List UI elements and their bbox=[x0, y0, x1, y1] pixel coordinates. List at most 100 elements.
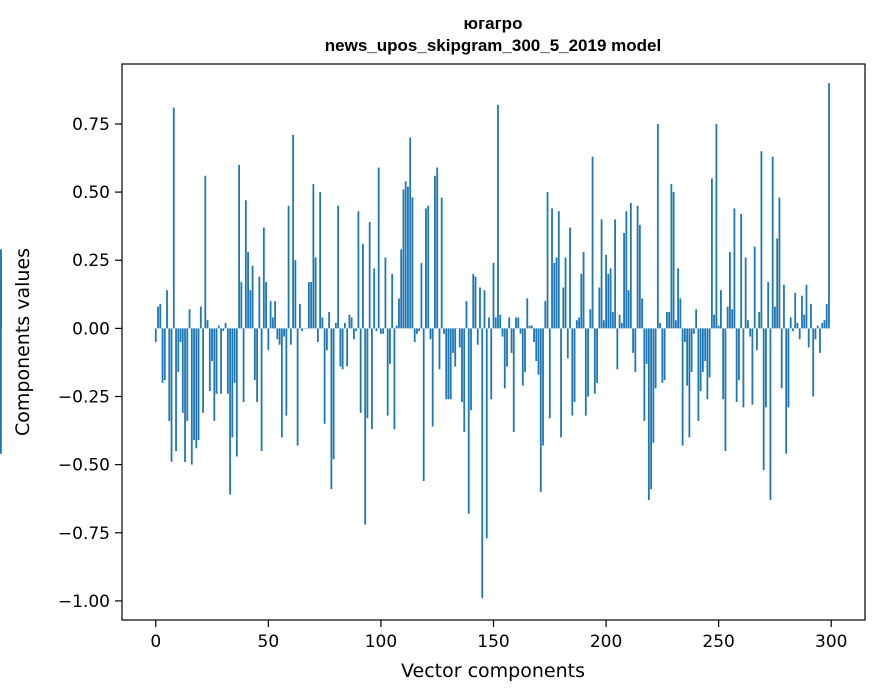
bar bbox=[681, 328, 684, 446]
y-tick-label: 0.00 bbox=[72, 319, 110, 339]
bar bbox=[490, 328, 493, 400]
bar bbox=[449, 328, 452, 400]
bar bbox=[587, 328, 589, 397]
bar bbox=[271, 317, 274, 329]
bar bbox=[258, 276, 261, 329]
bar bbox=[368, 222, 371, 329]
bar bbox=[292, 134, 295, 329]
bar bbox=[226, 328, 229, 394]
bar bbox=[828, 83, 830, 329]
bar bbox=[643, 328, 646, 422]
bar bbox=[310, 282, 313, 329]
bar bbox=[220, 328, 222, 394]
bar bbox=[780, 328, 783, 389]
bar bbox=[334, 322, 337, 329]
bar bbox=[602, 320, 605, 329]
bar bbox=[485, 328, 488, 539]
bar bbox=[359, 328, 362, 413]
bar bbox=[542, 328, 544, 446]
bar bbox=[569, 227, 571, 329]
bar bbox=[656, 123, 659, 329]
bar bbox=[364, 328, 367, 525]
bar bbox=[253, 328, 256, 381]
bar bbox=[616, 328, 619, 370]
bar bbox=[816, 325, 819, 329]
bar bbox=[488, 317, 490, 329]
bar bbox=[686, 328, 689, 386]
bar bbox=[422, 328, 425, 481]
bar bbox=[733, 208, 736, 329]
bar bbox=[515, 317, 517, 329]
bar bbox=[591, 156, 594, 329]
bar bbox=[524, 328, 526, 372]
bar bbox=[760, 151, 763, 329]
bar bbox=[593, 328, 596, 394]
bar bbox=[762, 328, 765, 471]
bar bbox=[692, 328, 695, 334]
bar bbox=[704, 328, 707, 362]
bar bbox=[530, 325, 533, 329]
x-tick-label: 100 bbox=[365, 632, 397, 652]
bar bbox=[668, 312, 671, 329]
bar bbox=[605, 254, 607, 329]
bar bbox=[521, 328, 524, 386]
bar bbox=[204, 175, 207, 329]
bar bbox=[629, 203, 632, 329]
bar bbox=[312, 183, 315, 329]
bar bbox=[177, 328, 180, 372]
bar bbox=[235, 328, 238, 457]
bar bbox=[407, 186, 409, 329]
bar bbox=[278, 328, 281, 345]
bar bbox=[280, 328, 283, 438]
bar bbox=[465, 301, 468, 329]
bar bbox=[497, 104, 499, 329]
bar bbox=[346, 328, 349, 367]
bar bbox=[825, 303, 828, 329]
bar bbox=[708, 328, 711, 378]
plot-frame bbox=[121, 63, 866, 621]
bar bbox=[807, 328, 810, 348]
bar bbox=[738, 328, 740, 381]
bar bbox=[276, 328, 279, 340]
bar bbox=[373, 268, 376, 329]
bar bbox=[285, 328, 288, 416]
bar bbox=[206, 320, 209, 329]
bar bbox=[339, 328, 342, 367]
bar bbox=[578, 317, 580, 329]
bar bbox=[600, 219, 603, 329]
bar bbox=[481, 328, 484, 599]
bar bbox=[215, 328, 218, 394]
bar bbox=[609, 268, 612, 329]
bar bbox=[557, 211, 560, 329]
bar bbox=[332, 328, 335, 460]
bar bbox=[679, 298, 682, 329]
bar bbox=[154, 328, 157, 342]
bar bbox=[382, 328, 385, 334]
bar bbox=[256, 328, 258, 402]
bar bbox=[413, 328, 416, 342]
bar bbox=[726, 306, 729, 329]
bar bbox=[294, 260, 297, 329]
y-tick-label: 0.75 bbox=[72, 115, 110, 135]
bar bbox=[316, 328, 319, 342]
chart-title: югагро news_upos_skipgram_300_5_2019 mod… bbox=[325, 14, 661, 55]
bar bbox=[461, 328, 463, 402]
bar bbox=[443, 328, 445, 334]
bar bbox=[546, 192, 549, 329]
bar bbox=[598, 287, 601, 329]
bar bbox=[812, 328, 815, 397]
bar bbox=[663, 328, 666, 381]
bar bbox=[231, 328, 234, 438]
bar bbox=[740, 213, 743, 329]
bar bbox=[341, 328, 344, 370]
bar bbox=[371, 328, 373, 430]
x-axis-label: Vector components bbox=[401, 660, 585, 682]
bar bbox=[476, 328, 479, 345]
bar bbox=[458, 328, 461, 348]
bar bbox=[400, 249, 403, 329]
bar bbox=[785, 328, 788, 454]
bar bbox=[362, 243, 364, 329]
bar bbox=[765, 328, 767, 408]
bar bbox=[647, 328, 650, 501]
